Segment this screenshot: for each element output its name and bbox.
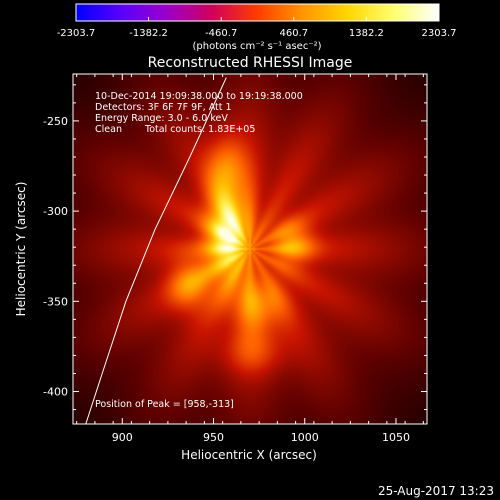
solar-limb-line — [85, 77, 227, 424]
x-tick-label: 1050 — [382, 431, 410, 444]
plot-frame — [72, 73, 428, 425]
info-line-clean: Clean — [95, 124, 122, 135]
info-line-total-counts: Total counts: 1.83E+05 — [144, 124, 255, 135]
colorbar-ticks: -2303.7 -1382.2 -460.7 460.7 1382.2 2303.7 — [57, 17, 457, 39]
heatmap-raster — [73, 74, 427, 424]
info-line-energy: Energy Range: 3.0 - 6.0 keV — [95, 113, 228, 124]
colorbar-tick-label: 2303.7 — [422, 28, 457, 39]
y-axis-ticks: -250 -300 -350 -400 — [43, 84, 427, 411]
colorbar-unit-label: (photons cm⁻² s⁻¹ asec⁻²) — [192, 41, 321, 52]
colorbar-tick-label: -460.7 — [205, 28, 237, 39]
peak-position-label: Position of Peak = [958,-313] — [95, 399, 234, 410]
info-line-detectors: Detectors: 3F 6F 7F 9F, Att 1 — [95, 102, 232, 113]
x-tick-label: 1000 — [291, 431, 319, 444]
x-axis-title: Heliocentric X (arcsec) — [181, 448, 317, 462]
y-tick-label: -300 — [43, 205, 68, 218]
x-tick-label: 900 — [112, 431, 133, 444]
colorbar-tick-label: 460.7 — [279, 28, 308, 39]
heatmap-image — [73, 74, 427, 424]
y-tick-label: -250 — [43, 115, 68, 128]
y-tick-label: -350 — [43, 295, 68, 308]
colorbar — [75, 3, 440, 22]
y-tick-label: -400 — [43, 386, 68, 399]
chart-title: Reconstructed RHESSI Image — [148, 55, 353, 71]
x-axis-ticks: 900 950 1000 1050 — [76, 74, 424, 444]
colorbar-tick-label: 1382.2 — [349, 28, 384, 39]
timestamp: 25-Aug-2017 13:23 — [378, 484, 494, 498]
colorbar-tick-label: -2303.7 — [57, 28, 96, 39]
info-line-time: 10-Dec-2014 19:09:38.000 to 19:19:38.000 — [95, 91, 303, 102]
colorbar-tick-label: -1382.2 — [129, 28, 168, 39]
y-axis-title: Heliocentric Y (arcsec) — [14, 182, 28, 317]
x-tick-label: 950 — [203, 431, 224, 444]
